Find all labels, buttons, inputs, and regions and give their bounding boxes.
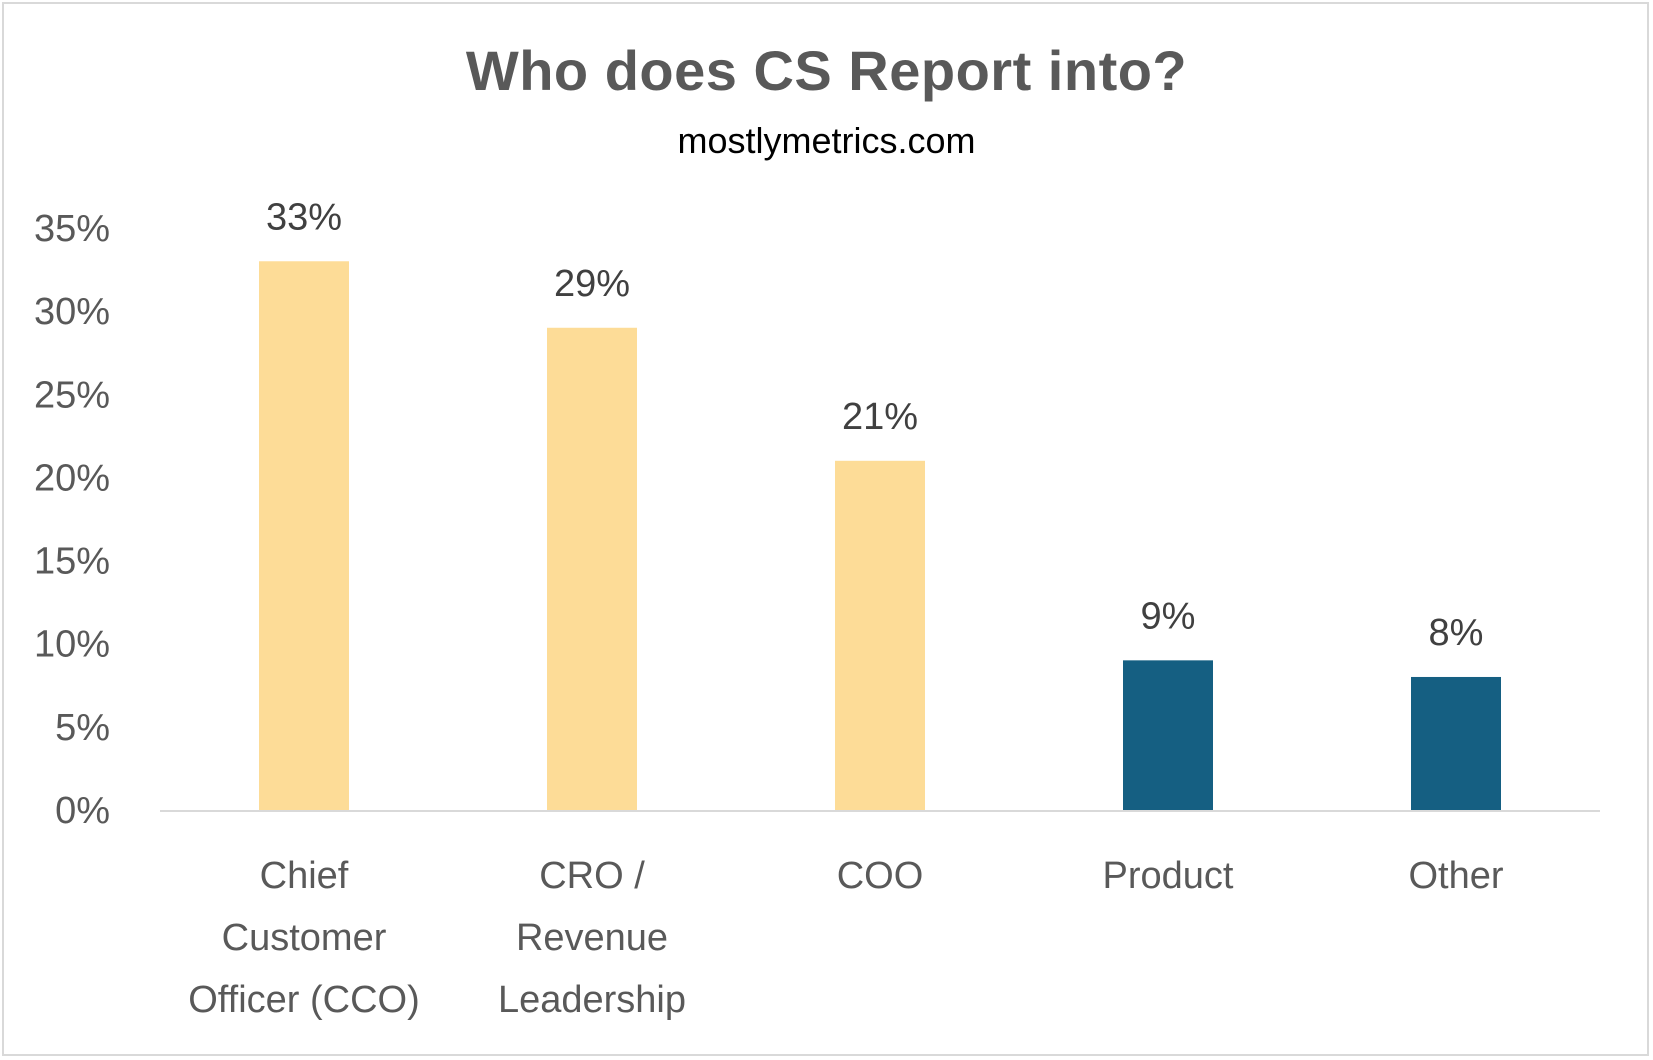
x-category-label: Product bbox=[1103, 855, 1234, 897]
bar bbox=[1411, 676, 1501, 810]
bar bbox=[1123, 660, 1213, 810]
y-tick-label: 25% bbox=[34, 374, 110, 416]
y-tick-label: 35% bbox=[34, 208, 110, 250]
y-tick-label: 10% bbox=[34, 624, 110, 666]
y-tick-label: 5% bbox=[55, 707, 110, 749]
x-category-label-line: Chief bbox=[260, 855, 349, 897]
data-labels: 33% 29% 21% 9% 8% bbox=[266, 196, 1483, 654]
x-category-label-line: Leadership bbox=[498, 979, 686, 1021]
bar-value-label: 9% bbox=[1141, 595, 1196, 637]
x-axis: Chief Customer Officer (CCO) CRO / Revenue Le… bbox=[160, 810, 1600, 1021]
x-category-label-line: Product bbox=[1103, 855, 1234, 897]
bar bbox=[835, 460, 925, 810]
x-category-label-line: Customer bbox=[222, 917, 387, 959]
x-category-label: CRO / Revenue Leadership bbox=[498, 855, 686, 1021]
x-category-label-line: Other bbox=[1408, 855, 1503, 897]
x-category-label-line: CRO / bbox=[539, 855, 645, 897]
x-category-label-line: Revenue bbox=[516, 917, 668, 959]
y-tick-label: 20% bbox=[34, 457, 110, 499]
bar-value-label: 8% bbox=[1429, 612, 1484, 654]
chart-subtitle: mostlymetrics.com bbox=[677, 120, 976, 161]
bar bbox=[259, 261, 349, 810]
x-category-label-line: Officer (CCO) bbox=[188, 979, 420, 1021]
x-category-label: Other bbox=[1408, 855, 1503, 897]
y-axis: 0% 5% 10% 15% 20% 25% 30% 35% bbox=[34, 208, 110, 832]
bar bbox=[547, 327, 637, 810]
y-tick-label: 0% bbox=[55, 790, 110, 832]
x-category-label-line: COO bbox=[837, 855, 924, 897]
bar-value-label: 21% bbox=[842, 396, 918, 438]
x-category-label: Chief Customer Officer (CCO) bbox=[188, 855, 420, 1021]
x-category-label: COO bbox=[837, 855, 924, 897]
bar-value-label: 29% bbox=[554, 263, 630, 305]
bars bbox=[259, 261, 1501, 810]
y-tick-label: 15% bbox=[34, 541, 110, 583]
chart-title: Who does CS Report into? bbox=[465, 39, 1188, 102]
bar-value-label: 33% bbox=[266, 196, 342, 238]
y-tick-label: 30% bbox=[34, 291, 110, 333]
